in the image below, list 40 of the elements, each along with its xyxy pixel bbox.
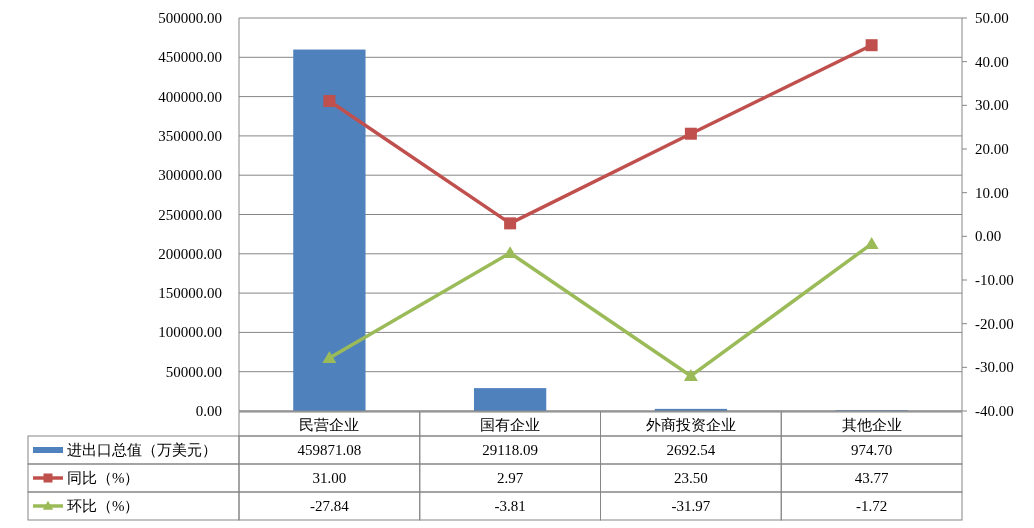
y-tick-label: 300000.00 bbox=[158, 167, 222, 184]
y-tick-label: 250000.00 bbox=[158, 206, 222, 223]
y-tick-label: 200000.00 bbox=[158, 245, 222, 262]
y2-tick-label: 20.00 bbox=[975, 141, 1009, 157]
data-label: 31.00 bbox=[312, 470, 347, 486]
data-label: 29118.09 bbox=[482, 442, 538, 458]
y2-tick-label: -10.00 bbox=[975, 272, 1014, 288]
data-label: 974.70 bbox=[851, 442, 893, 458]
x-tick-label: 国有企业 bbox=[480, 416, 541, 433]
y2-tick-label: -30.00 bbox=[975, 359, 1014, 376]
data-label: 43.77 bbox=[854, 470, 889, 486]
y2-tick-label: 10.00 bbox=[975, 184, 1009, 201]
y-tick-label: 100000.00 bbox=[158, 324, 222, 341]
legend-label: 同比（%） bbox=[67, 470, 140, 486]
x-tick-label: 其他企业 bbox=[841, 416, 902, 433]
x-tick-label: 民营企业 bbox=[299, 416, 360, 433]
data-label: -1.72 bbox=[856, 498, 888, 514]
y2-tick-label: -20.00 bbox=[975, 315, 1014, 332]
data-label: -27.84 bbox=[310, 498, 350, 514]
x-tick-label: 外商投资企业 bbox=[645, 416, 736, 433]
data-label: -31.97 bbox=[671, 498, 711, 514]
y-tick-label: 400000.00 bbox=[158, 88, 222, 105]
y-tick-label: 500000.00 bbox=[158, 10, 222, 26]
data-label: -3.81 bbox=[494, 498, 526, 514]
y2-tick-label: 50.00 bbox=[975, 10, 1009, 26]
y2-tick-label: 40.00 bbox=[975, 53, 1009, 70]
y-tick-label: 50000.00 bbox=[165, 363, 222, 380]
y2-tick-label: 30.00 bbox=[975, 97, 1009, 114]
data-label: 2692.54 bbox=[666, 442, 716, 458]
y-tick-label: 350000.00 bbox=[158, 127, 222, 144]
y-tick-label: 0.00 bbox=[195, 403, 222, 419]
y-tick-label: 450000.00 bbox=[158, 49, 222, 66]
data-label: 23.50 bbox=[674, 470, 708, 486]
y2-tick-label: -40.00 bbox=[975, 403, 1014, 419]
y-tick-label: 150000.00 bbox=[158, 285, 222, 302]
legend-label: 环比（%） bbox=[67, 498, 140, 514]
y2-tick-label: 0.00 bbox=[975, 228, 1002, 245]
data-label: 459871.08 bbox=[297, 442, 362, 458]
data-label: 2.97 bbox=[497, 470, 524, 486]
legend-label: 进出口总值（万美元） bbox=[67, 442, 217, 458]
